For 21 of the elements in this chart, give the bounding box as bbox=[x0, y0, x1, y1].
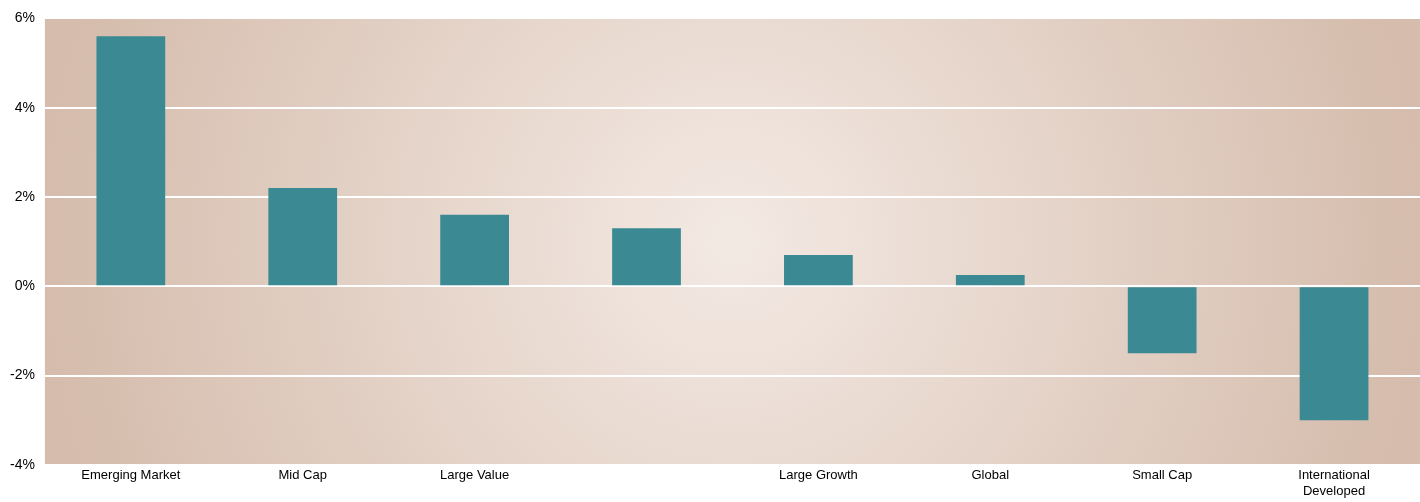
bar bbox=[1299, 287, 1369, 421]
y-tick-label: 4% bbox=[14, 98, 35, 115]
y-tick-label: 0% bbox=[14, 277, 35, 294]
x-tick-label: Large Value bbox=[440, 467, 510, 483]
x-tick-label: Emerging Market bbox=[81, 467, 181, 483]
x-tick-label: Mid Cap bbox=[278, 467, 327, 483]
bar bbox=[784, 254, 853, 286]
y-tick-label: 6% bbox=[14, 9, 35, 26]
y-tick-label: -4% bbox=[9, 455, 35, 472]
x-tick-label: Global bbox=[971, 467, 1010, 483]
bar bbox=[268, 188, 338, 286]
bar bbox=[612, 228, 681, 286]
x-tick-label: Small Cap bbox=[1132, 467, 1193, 483]
y-tick-label: 2% bbox=[14, 187, 35, 204]
x-tick-label: Large Growth bbox=[779, 467, 858, 483]
x-tick-label: International Developed bbox=[1298, 467, 1370, 498]
bar bbox=[440, 214, 509, 286]
bar bbox=[1127, 287, 1197, 354]
bar bbox=[96, 36, 166, 286]
y-tick-label: -2% bbox=[9, 366, 35, 383]
bar bbox=[955, 275, 1025, 286]
